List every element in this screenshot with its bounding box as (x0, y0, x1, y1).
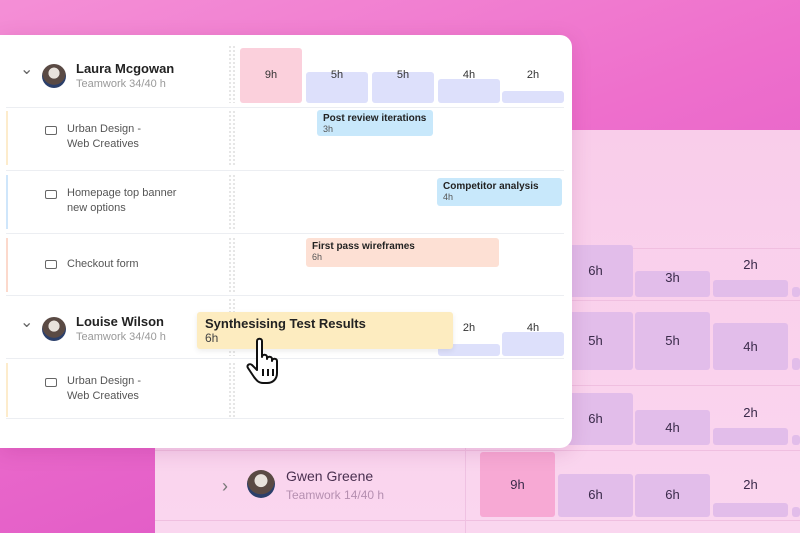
task-title: First pass wireframes (312, 241, 415, 252)
task-hours: 4h (443, 192, 454, 202)
hours-label: 5h (396, 69, 410, 81)
project-color-stripe (6, 238, 8, 292)
row-divider (6, 107, 564, 108)
row-divider (6, 233, 564, 234)
hours-label: 6h (588, 263, 603, 278)
task-hours: 6h (312, 252, 323, 262)
workload-bar (438, 78, 500, 103)
folder-icon (45, 260, 57, 269)
project-color-stripe (6, 363, 8, 417)
row-divider (6, 358, 564, 359)
task-title: Synthesising Test Results (205, 316, 366, 331)
drag-handle (228, 174, 236, 230)
workload-bar (372, 72, 434, 103)
task-title: Competitor analysis (443, 181, 539, 192)
hours-label: 9h (510, 476, 525, 492)
hours-label: 6h (588, 411, 603, 426)
hours-label: 2h (743, 257, 758, 272)
row-divider (6, 170, 564, 171)
expand-chevron-icon[interactable]: › (222, 476, 228, 496)
project-color-stripe (6, 111, 8, 165)
workload-bar (713, 502, 788, 517)
workload-bar (502, 90, 564, 103)
workload-bar (635, 410, 710, 445)
hours-label: 4h (462, 69, 476, 81)
task-card[interactable]: Competitor analysis 4h (437, 178, 562, 206)
hours-label: 2h (462, 322, 476, 334)
workload-bar (480, 452, 555, 517)
person-name: Laura Mcgowan (76, 61, 175, 76)
folder-icon (45, 378, 57, 387)
drag-handle (228, 45, 236, 103)
row-divider (6, 295, 564, 296)
hand-pointer-icon (246, 337, 278, 384)
hours-label: 6h (588, 487, 603, 503)
hours-label: 4h (743, 338, 758, 354)
collapse-chevron-icon[interactable]: ⌄ (20, 61, 34, 78)
workload-bar (792, 358, 800, 370)
workload-bar (792, 287, 800, 297)
workload-bar (438, 343, 500, 356)
hours-label: 4h (526, 322, 540, 334)
avatar (42, 317, 66, 341)
hours-label: 3h (665, 270, 680, 285)
task-title: Post review iterations (323, 113, 427, 124)
workload-bar (792, 507, 800, 517)
row-divider (6, 418, 564, 419)
hours-label: 2h (743, 405, 758, 420)
workload-bar (306, 72, 368, 103)
workload-bar (713, 279, 788, 297)
person-name: Gwen Greene (286, 468, 374, 484)
collapse-chevron-icon[interactable]: ⌄ (20, 314, 34, 331)
person-sub: Teamwork 14/40 h (286, 488, 385, 502)
workload-bar (792, 435, 800, 445)
hours-label: 5h (665, 332, 680, 348)
workload-bar (635, 311, 710, 370)
drag-handle (228, 110, 236, 166)
hours-label: 2h (526, 69, 540, 81)
hours-label: 9h (264, 69, 278, 81)
hours-label: 5h (330, 69, 344, 81)
row-divider (155, 450, 800, 451)
project-color-stripe (6, 175, 8, 229)
drag-handle (228, 362, 236, 418)
hours-label: 2h (743, 477, 758, 492)
project-name: Homepage top banner new options (67, 187, 177, 214)
workload-bar (635, 473, 710, 517)
workload-bar (713, 427, 788, 445)
project-name: Urban Design - Web Creatives (67, 123, 141, 150)
person-sub: Teamwork 34/40 h (76, 331, 166, 343)
project-name: Urban Design - Web Creatives (67, 375, 141, 402)
workload-bar (713, 323, 788, 370)
workload-bar (635, 271, 710, 297)
task-card[interactable]: Post review iterations 3h (317, 110, 433, 136)
task-card[interactable]: First pass wireframes 6h (306, 238, 499, 267)
project-name: Checkout form (67, 258, 139, 270)
person-name: Louise Wilson (76, 314, 164, 329)
person-sub: Teamwork 34/40 h (76, 78, 166, 90)
hours-label: 6h (665, 487, 680, 503)
hours-label: 4h (665, 419, 680, 435)
drag-handle (228, 237, 236, 293)
workload-bar (558, 473, 633, 517)
workload-bar (502, 331, 564, 356)
hours-label: 5h (588, 332, 603, 348)
avatar (42, 64, 66, 88)
avatar (247, 470, 275, 498)
folder-icon (45, 126, 57, 135)
folder-icon (45, 190, 57, 199)
task-hours: 3h (323, 124, 334, 134)
schedule-card: ⌄ Laura Mcgowan Teamwork 34/40 h 9h 5h 5h 4h 2h… (0, 35, 572, 448)
dragged-task-card[interactable]: Synthesising Test Results 6h (197, 312, 453, 349)
row-divider (155, 520, 800, 521)
task-hours: 6h (205, 331, 219, 345)
workload-bar (240, 48, 302, 103)
